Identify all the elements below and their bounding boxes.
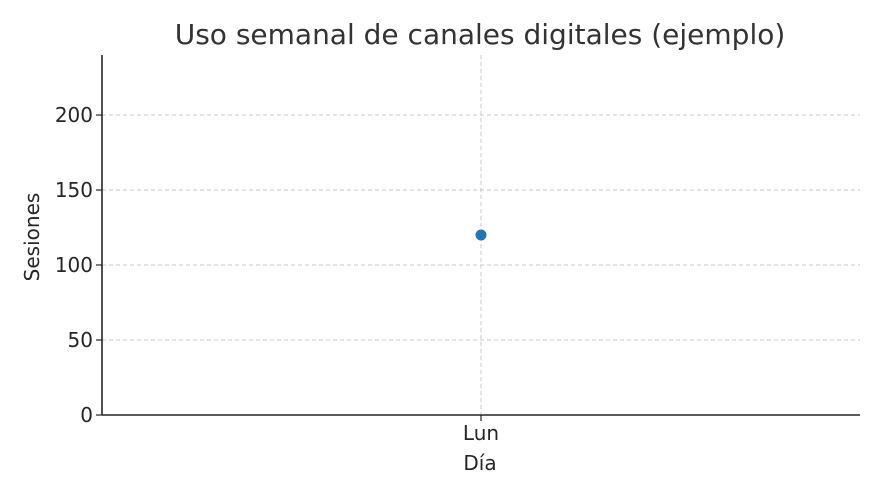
x-ticks: Lun [463,415,499,445]
y-tick-label: 0 [80,403,93,427]
y-tick-label: 200 [55,103,93,127]
y-ticks: 0 50 100 150 200 [55,103,102,427]
y-tick-label: 150 [55,178,93,202]
y-tick-label: 50 [68,328,93,352]
data-points [475,229,487,241]
x-axis-label: Día [463,451,496,475]
y-tick-label: 100 [55,253,93,277]
chart-title: Uso semanal de canales digitales (ejempl… [175,18,786,51]
y-axis-label: Sesiones [20,193,44,282]
data-point [475,229,487,241]
grid [102,55,860,415]
x-tick-label: Lun [463,421,499,445]
